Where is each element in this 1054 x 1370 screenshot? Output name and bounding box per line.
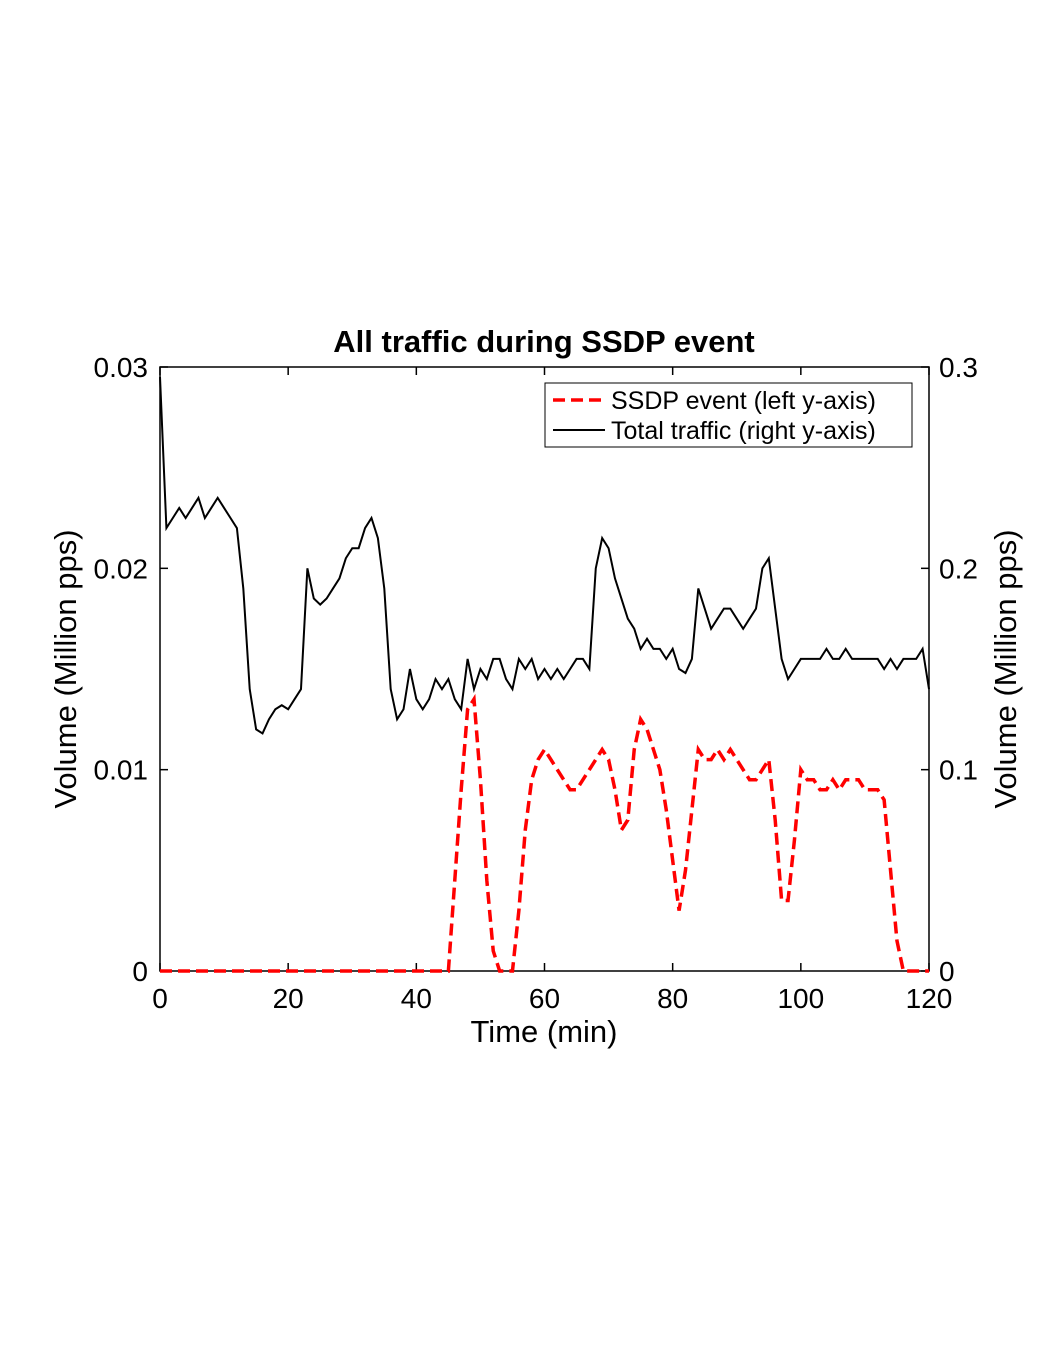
series-line [159,377,930,735]
x-tick-label: 40 [401,983,432,1014]
x-tick-label: 0 [152,983,168,1014]
x-tick-label: 100 [777,983,824,1014]
y-tick-label: 0 [132,956,148,987]
y2-tick-label: 0 [939,956,955,987]
y2-axis-label: Volume (Million pps) [988,529,1023,808]
y-axis-label: Volume (Million pps) [48,529,83,808]
legend-label: Total traffic (right y-axis) [611,417,876,445]
y2-tick-label: 0.1 [939,755,978,786]
y-tick-label: 0.03 [94,352,149,383]
legend-box [544,382,913,448]
y2-tick-label: 0.2 [939,553,978,584]
series-line [160,693,929,973]
x-tick-label: 120 [906,983,953,1014]
legend-label: SSDP event (left y-axis) [611,387,876,415]
y-tick-label: 0.01 [94,755,149,786]
x-tick-label: 60 [529,983,560,1014]
x-axis-label: Time (min) [471,1014,618,1049]
x-tick-label: 20 [273,983,304,1014]
chart-title: All traffic during SSDP event [333,324,754,359]
y2-tick-label: 0.3 [939,352,978,383]
y-tick-label: 0.02 [94,553,149,584]
x-tick-label: 80 [657,983,688,1014]
